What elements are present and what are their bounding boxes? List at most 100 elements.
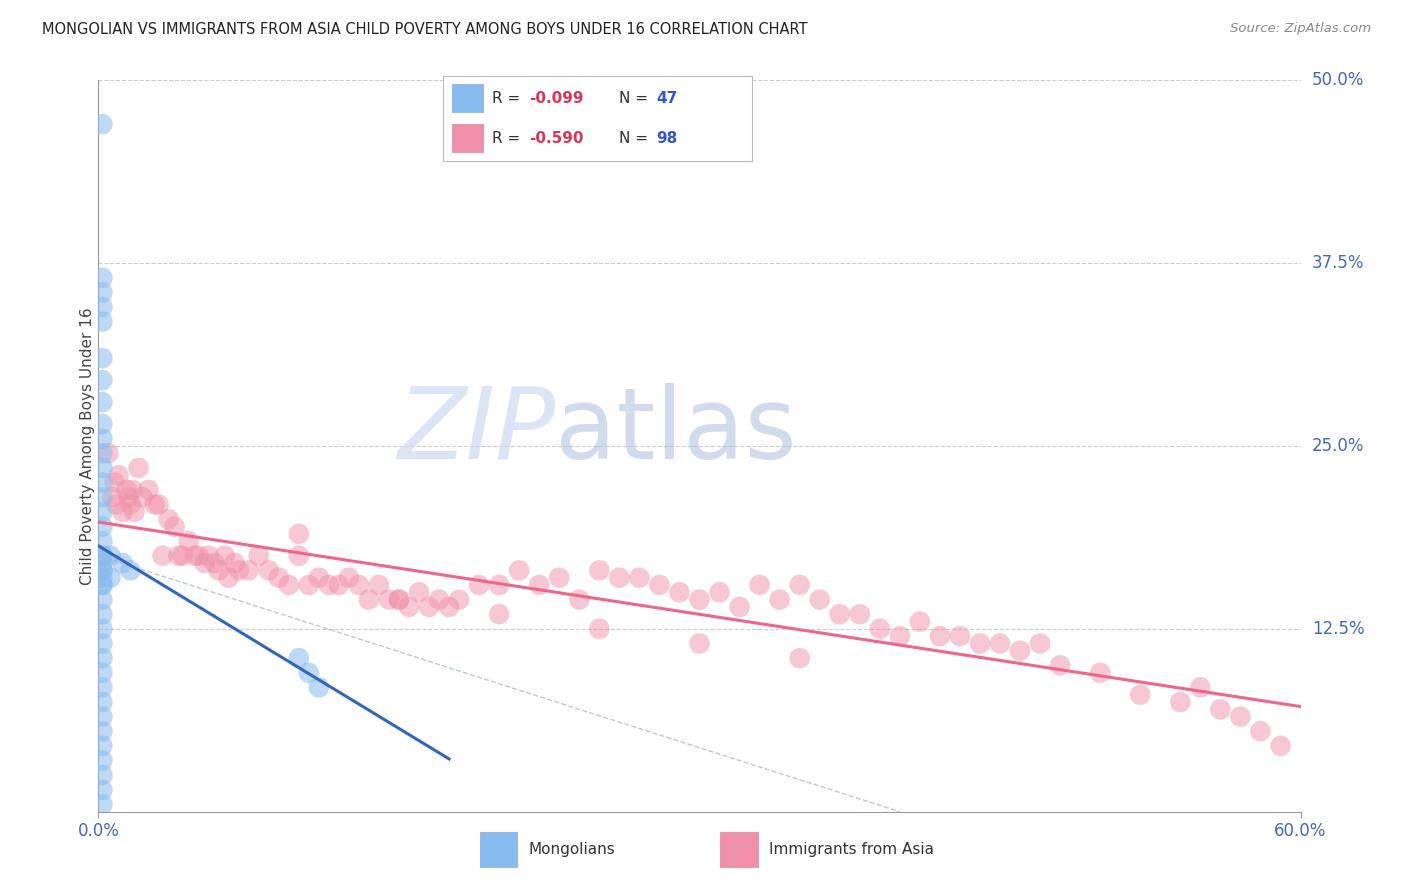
- Point: [91, 681, 114, 695]
- Point: [91, 549, 114, 563]
- Point: [172, 549, 194, 563]
- Point: [91, 592, 114, 607]
- Point: [869, 622, 891, 636]
- Point: [224, 556, 246, 570]
- Text: 25.0%: 25.0%: [1312, 437, 1364, 455]
- Point: [100, 571, 122, 585]
- Text: Mongolians: Mongolians: [529, 842, 614, 857]
- Point: [288, 526, 311, 541]
- Point: [157, 512, 180, 526]
- Point: [688, 592, 710, 607]
- Point: [97, 446, 120, 460]
- Point: [447, 592, 470, 607]
- Point: [247, 549, 270, 563]
- Point: [177, 534, 200, 549]
- Point: [1189, 681, 1212, 695]
- Point: [101, 490, 124, 504]
- Point: [91, 505, 114, 519]
- Text: -0.590: -0.590: [530, 130, 583, 145]
- Text: 50.0%: 50.0%: [1312, 71, 1364, 89]
- Point: [91, 270, 114, 285]
- Text: N =: N =: [619, 130, 648, 145]
- Point: [91, 636, 114, 650]
- Point: [91, 285, 114, 300]
- Point: [120, 563, 142, 577]
- Point: [91, 417, 114, 431]
- Point: [91, 549, 114, 563]
- Point: [508, 563, 530, 577]
- Point: [668, 585, 690, 599]
- Point: [789, 651, 811, 665]
- Point: [267, 571, 290, 585]
- Point: [768, 592, 790, 607]
- Point: [91, 534, 114, 549]
- Point: [152, 549, 174, 563]
- Point: [588, 622, 610, 636]
- Text: 37.5%: 37.5%: [1312, 254, 1364, 272]
- Point: [91, 300, 114, 314]
- Text: 12.5%: 12.5%: [1312, 620, 1364, 638]
- Point: [568, 592, 591, 607]
- Point: [120, 498, 142, 512]
- Point: [197, 549, 219, 563]
- Point: [709, 585, 731, 599]
- Point: [91, 395, 114, 409]
- Point: [91, 315, 114, 329]
- Point: [228, 563, 250, 577]
- Point: [1049, 658, 1071, 673]
- Point: [889, 629, 911, 643]
- Point: [468, 578, 491, 592]
- Point: [298, 665, 321, 680]
- Point: [91, 695, 114, 709]
- Point: [100, 549, 122, 563]
- Bar: [453, 124, 484, 152]
- Point: [588, 563, 610, 577]
- Point: [427, 592, 450, 607]
- Point: [908, 615, 931, 629]
- Point: [357, 592, 380, 607]
- Point: [208, 563, 231, 577]
- Text: 47: 47: [657, 91, 678, 106]
- Point: [91, 578, 114, 592]
- Point: [308, 571, 330, 585]
- Point: [1129, 688, 1152, 702]
- Point: [418, 599, 440, 614]
- Point: [91, 724, 114, 739]
- Point: [949, 629, 972, 643]
- Text: 98: 98: [657, 130, 678, 145]
- Point: [91, 768, 114, 782]
- Point: [91, 754, 114, 768]
- Point: [183, 549, 205, 563]
- Point: [288, 549, 311, 563]
- Text: Immigrants from Asia: Immigrants from Asia: [769, 842, 934, 857]
- Point: [117, 490, 139, 504]
- Point: [748, 578, 770, 592]
- Point: [288, 651, 311, 665]
- Point: [378, 592, 401, 607]
- Bar: [720, 832, 758, 867]
- Point: [143, 498, 166, 512]
- Point: [111, 556, 134, 570]
- Point: [347, 578, 370, 592]
- Point: [388, 592, 411, 607]
- Point: [849, 607, 872, 622]
- Point: [91, 651, 114, 665]
- Point: [131, 490, 153, 504]
- Point: [1010, 644, 1032, 658]
- Point: [115, 483, 138, 497]
- Point: [91, 578, 114, 592]
- Point: [91, 739, 114, 753]
- Point: [1270, 739, 1292, 753]
- Point: [408, 585, 430, 599]
- Point: [111, 505, 134, 519]
- Point: [529, 578, 551, 592]
- Point: [277, 578, 299, 592]
- Point: [789, 578, 811, 592]
- Point: [124, 505, 146, 519]
- Point: [148, 498, 170, 512]
- Point: [328, 578, 350, 592]
- Point: [1088, 665, 1111, 680]
- Text: -0.099: -0.099: [530, 91, 583, 106]
- Point: [609, 571, 631, 585]
- Point: [91, 571, 114, 585]
